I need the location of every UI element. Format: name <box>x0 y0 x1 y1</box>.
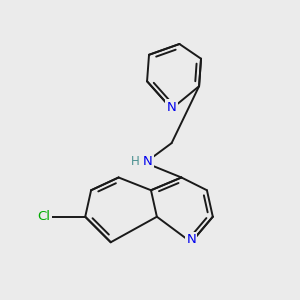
Text: Cl: Cl <box>38 210 50 223</box>
Text: N: N <box>143 155 153 168</box>
Text: N: N <box>167 101 176 114</box>
Text: N: N <box>186 233 196 246</box>
Text: H: H <box>131 155 140 168</box>
